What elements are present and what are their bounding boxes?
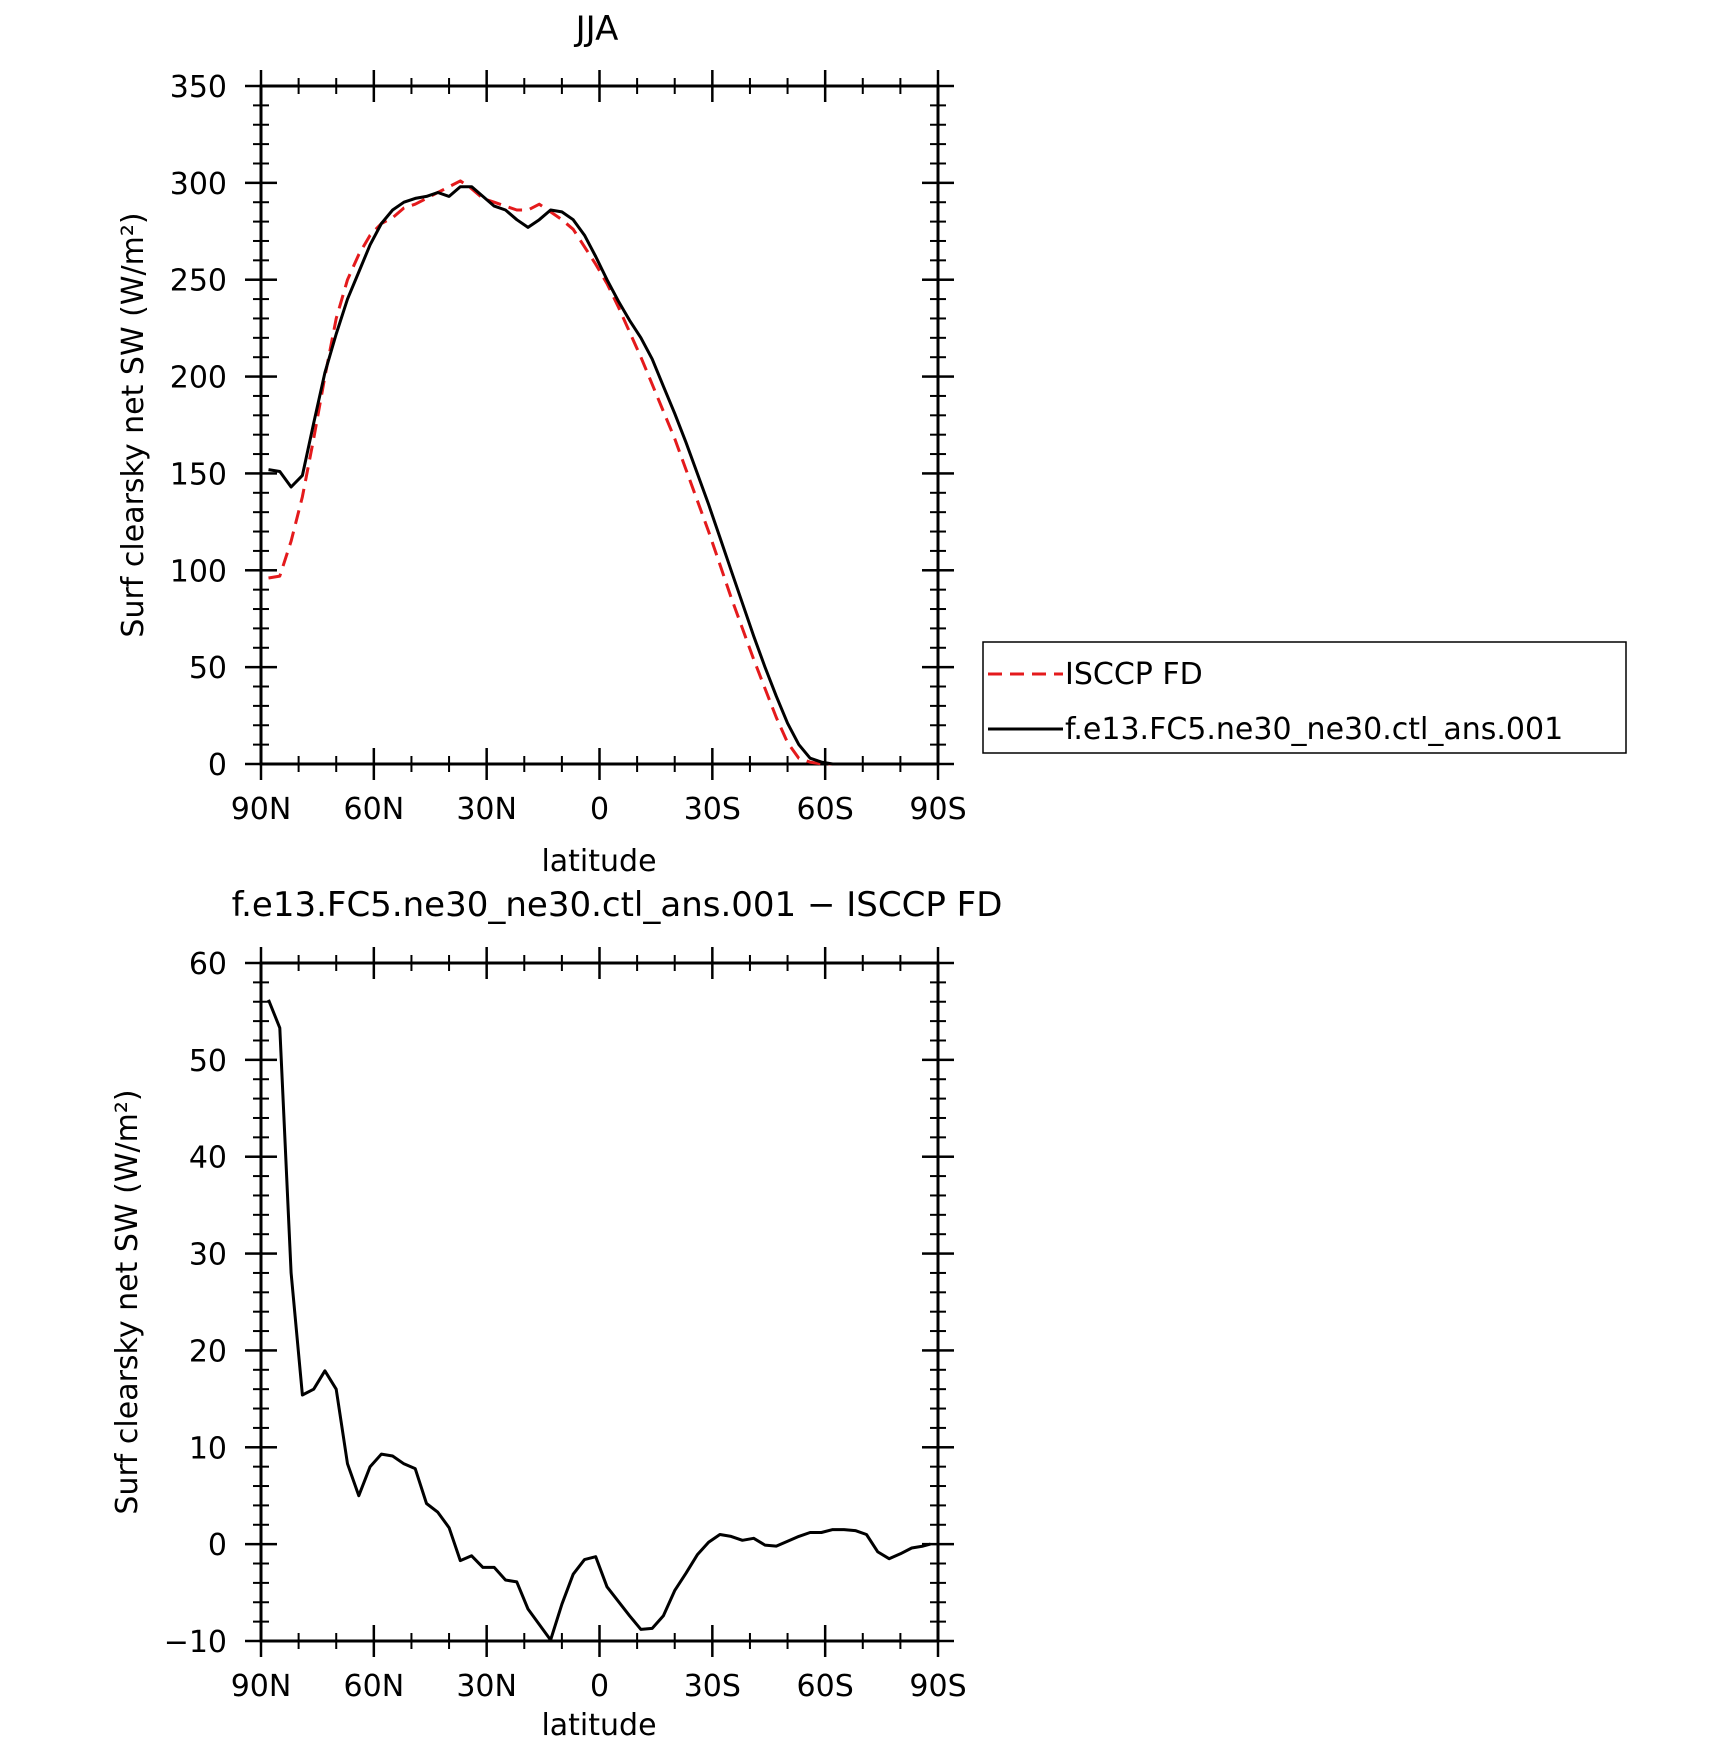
top-x-tick-label: 60N [344, 792, 405, 827]
legend: ISCCP FD f.e13.FC5.ne30_ne30.ctl_ans.001 [982, 641, 1627, 754]
top-x-tick-label: 30N [456, 792, 517, 827]
bottom-x-tick-label: 90N [231, 1669, 292, 1704]
top-x-tick-label: 0 [590, 792, 609, 827]
bottom-ticks: 90N 60N 30N 0 30S 60S 90S −10 0 10 20 30 40 50 60 [164, 947, 967, 1704]
bottom-x-tick-label: 0 [590, 1669, 609, 1704]
bottom-y-tick-label: 0 [208, 1528, 227, 1563]
bottom-y-tick-label: 20 [189, 1334, 227, 1369]
bottom-y-tick-label: 40 [189, 1141, 227, 1176]
top-series-group [268, 179, 931, 766]
top-chart-title: JJA [574, 9, 619, 49]
top-y-tick-label: 100 [170, 554, 227, 589]
legend-label-isccp: ISCCP FD [1065, 657, 1203, 692]
bottom-y-tick-label: 50 [189, 1044, 227, 1079]
bottom-series-line-model [267, 999, 931, 1642]
top-y-tick-label: 200 [170, 361, 227, 396]
bottom-series-group [267, 999, 931, 1642]
top-y-tick-label: 0 [208, 748, 227, 783]
bottom-y-tick-label: 60 [189, 947, 227, 982]
top-series-line-model [268, 185, 931, 766]
top-plot-frame [259, 84, 940, 766]
bottom-y-axis-label: Surf clearsky net SW (W/m²) [110, 1089, 145, 1514]
top-y-tick-label: 150 [170, 457, 227, 492]
top-x-tick-label: 30S [684, 792, 741, 827]
top-panel: JJA 90N 60N 30N 0 30S 60S 90S 0 50 100 150 200 250 30… [116, 9, 967, 879]
bottom-plot-frame [259, 961, 940, 1643]
bottom-y-tick-label: −10 [164, 1625, 227, 1660]
legend-label-model: f.e13.FC5.ne30_ne30.ctl_ans.001 [1065, 712, 1563, 747]
bottom-x-tick-label: 30S [684, 1669, 741, 1704]
bottom-panel: f.e13.FC5.ne30_ne30.ctl_ans.001 − ISCCP … [110, 885, 1002, 1741]
bottom-x-tick-label: 60S [797, 1669, 854, 1704]
bottom-x-axis-label: latitude [541, 1708, 656, 1741]
bottom-x-tick-label: 60N [344, 1669, 405, 1704]
bottom-y-tick-label: 30 [189, 1238, 227, 1273]
bottom-x-tick-label: 90S [909, 1669, 966, 1704]
top-y-tick-label: 300 [170, 167, 227, 202]
top-x-tick-label: 90N [231, 792, 292, 827]
top-y-tick-label: 50 [189, 651, 227, 686]
bottom-y-tick-label: 10 [189, 1431, 227, 1466]
top-x-axis-label: latitude [541, 844, 656, 879]
bottom-chart-title: f.e13.FC5.ne30_ne30.ctl_ans.001 − ISCCP … [232, 885, 1003, 925]
legend-box [982, 641, 1627, 754]
top-x-tick-label: 60S [797, 792, 854, 827]
top-y-tick-label: 250 [170, 264, 227, 299]
bottom-x-tick-label: 30N [456, 1669, 517, 1704]
top-y-axis-label: Surf clearsky net SW (W/m²) [116, 212, 151, 637]
top-ticks: 90N 60N 30N 0 30S 60S 90S 0 50 100 150 200 250 300 350 [170, 70, 967, 827]
top-series-line-isccp [268, 179, 931, 766]
top-x-tick-label: 90S [909, 792, 966, 827]
top-y-tick-label: 350 [170, 70, 227, 105]
